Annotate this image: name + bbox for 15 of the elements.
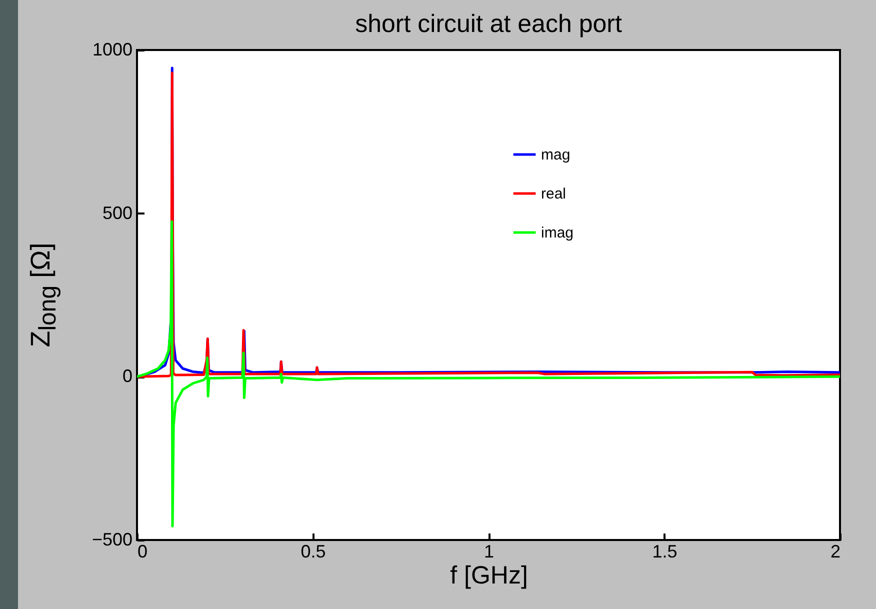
y-tick-label: 500 [102,202,132,223]
chart-title: short circuit at each port [355,10,622,38]
x-tick-label: 1.5 [652,542,678,562]
y-tick-label: 0 [122,366,132,386]
y-tick-label: 1000 [92,40,132,60]
x-tick-label: 0 [138,542,148,562]
line-series [137,220,840,528]
legend-label: imag [541,224,574,242]
legend-label: mag [541,146,570,164]
x-tick-label: 2 [830,542,840,562]
legend-label: real [541,186,566,202]
x-tick-label: 0.5 [300,542,326,562]
y-tick-label: −500 [92,530,132,550]
x-axis-title: f [GHz] [450,562,528,590]
x-tick-label: 1 [484,542,494,562]
